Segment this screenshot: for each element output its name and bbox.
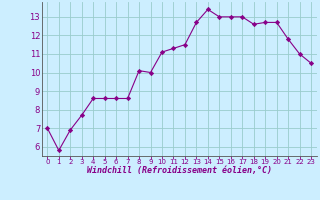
X-axis label: Windchill (Refroidissement éolien,°C): Windchill (Refroidissement éolien,°C) bbox=[87, 166, 272, 175]
